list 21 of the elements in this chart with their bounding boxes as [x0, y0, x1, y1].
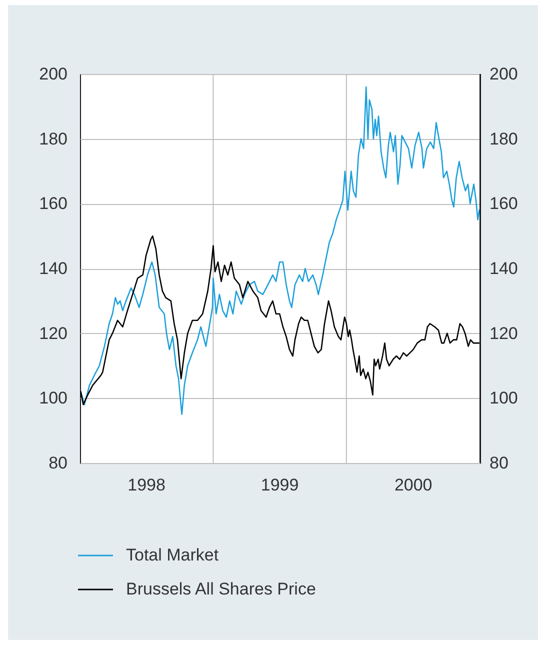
y-tick-label: 140	[39, 259, 68, 278]
y2-tick-label: 120	[490, 324, 518, 343]
x-tick-label: 1998	[128, 476, 166, 494]
y2-tick-label: 160	[490, 194, 518, 214]
x-tick-label: 1999	[260, 476, 299, 494]
y-tick-label: 200	[39, 64, 68, 84]
y2-tick-label: 180	[490, 129, 518, 148]
x-tick-label: 2000	[394, 476, 432, 494]
line-series	[80, 235, 480, 406]
y2-tick-label: 100	[490, 388, 518, 408]
y2-tick-label: 200	[490, 64, 518, 84]
y-tick-label: 160	[39, 194, 68, 214]
line-series	[80, 86, 480, 416]
y-tick-label: 120	[39, 324, 68, 343]
legend-label: Total Market	[126, 546, 219, 564]
y-tick-label: 180	[39, 129, 68, 148]
y2-tick-label: 80	[490, 454, 508, 472]
y2-tick-label: 140	[490, 259, 518, 278]
y-tick-label: 80	[48, 454, 68, 472]
legend-label: Brussels All Shares Price	[126, 580, 316, 598]
y-tick-label: 100	[39, 388, 68, 408]
